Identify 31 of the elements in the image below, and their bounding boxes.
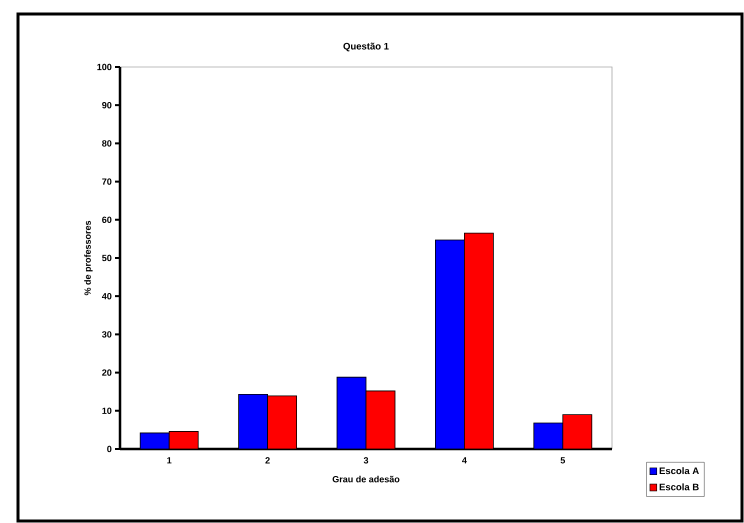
y-tick-label: 0 <box>107 446 112 452</box>
x-axis-title: Grau de adesão <box>332 476 400 482</box>
bar <box>238 394 268 449</box>
y-tick-label: 50 <box>102 254 112 262</box>
bar <box>366 390 396 449</box>
bar <box>336 376 366 449</box>
bar <box>464 232 494 449</box>
y-axis-title: % de professores <box>84 220 93 296</box>
y-tick-label: 100 <box>97 64 112 70</box>
legend-label: Escola B <box>660 483 699 490</box>
x-tick-label: 4 <box>462 457 467 464</box>
y-tick-label: 20 <box>102 369 112 376</box>
y-tick-label: 40 <box>102 293 112 300</box>
y-tick-label: 80 <box>102 140 112 147</box>
y-tick-label: 60 <box>102 216 112 223</box>
legend-label: Escola A <box>660 467 699 474</box>
bar <box>533 422 564 449</box>
bar <box>267 395 298 449</box>
bar <box>140 432 170 449</box>
y-tick-label: 90 <box>102 102 112 108</box>
y-tick-label: 30 <box>102 331 112 338</box>
x-tick-label: 2 <box>265 457 270 464</box>
y-tick-label: 70 <box>102 178 112 185</box>
x-tick-label: 5 <box>560 457 566 464</box>
bar <box>168 431 199 449</box>
chart-title: Questão 1 <box>343 42 389 52</box>
x-tick-label: 1 <box>167 457 172 464</box>
x-tick-label: 3 <box>364 457 368 464</box>
bar <box>435 240 465 449</box>
y-tick-label: 10 <box>102 408 112 414</box>
bar <box>562 414 592 449</box>
